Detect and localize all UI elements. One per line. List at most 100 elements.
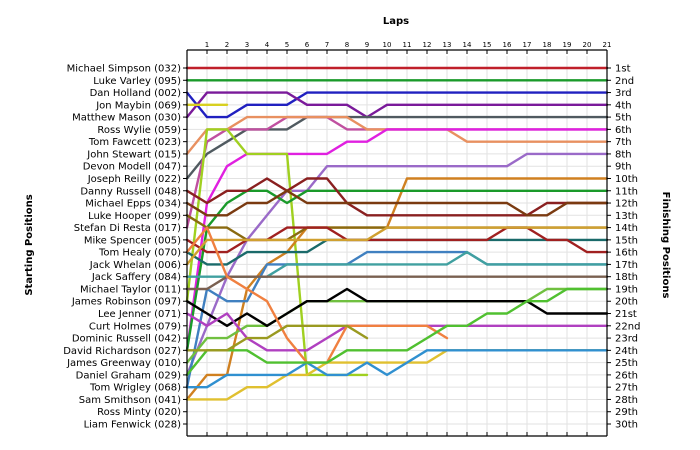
- finish-label: 17th: [615, 260, 638, 271]
- finish-label: 5th: [615, 113, 632, 124]
- driver-label: Michael Taylor (011): [80, 284, 181, 295]
- finish-label: 21st: [615, 309, 637, 320]
- finish-label: 18th: [615, 272, 638, 283]
- driver-label: Jon Maybin (069): [95, 100, 181, 111]
- driver-series-line: [185, 287, 609, 377]
- driver-label: Stefan Di Resta (017): [74, 223, 181, 234]
- lap-tick-label: 21: [603, 41, 612, 49]
- driver-series-line: [185, 287, 609, 327]
- finish-label: 13th: [615, 211, 638, 222]
- driver-label: Dan Holland (002): [90, 88, 182, 99]
- finish-label: 14th: [615, 223, 638, 234]
- finish-label: 19th: [615, 284, 638, 295]
- finish-label: 23rd: [615, 334, 638, 345]
- finish-label: 22nd: [615, 321, 640, 332]
- axes: [183, 49, 611, 437]
- lap-tick-label: 17: [523, 41, 532, 49]
- finish-label: 28th: [615, 395, 638, 406]
- driver-series-line: [185, 189, 609, 217]
- driver-label: Michael Epps (034): [85, 199, 181, 210]
- driver-series-line: [185, 324, 369, 352]
- x-axis-title: Laps: [383, 16, 409, 27]
- driver-label: Mike Spencer (005): [84, 235, 181, 246]
- lap-tick-label: 8: [345, 41, 349, 49]
- labels: 1 2 3 4 5 6 7 8 9 10 11 12 13 14 15 16 17 18 19 20 21Michael…: [63, 41, 640, 431]
- driver-series-line: [185, 250, 609, 389]
- driver-label: Luke Varley (095): [93, 76, 181, 87]
- finish-label: 8th: [615, 149, 632, 160]
- driver-series-line: [185, 226, 449, 364]
- driver-label: Michael Simpson (032): [67, 64, 182, 75]
- driver-label: James Robinson (097): [71, 297, 181, 308]
- lap-tick-label: 4: [265, 41, 270, 49]
- finish-label: 6th: [615, 125, 632, 136]
- driver-label: James Greenway (010): [66, 358, 181, 369]
- driver-series-line: [185, 189, 609, 352]
- finish-label: 1st: [615, 64, 631, 75]
- lap-tick-label: 19: [563, 41, 572, 49]
- driver-series-line: [185, 115, 609, 156]
- driver-label: Danny Russell (048): [80, 186, 181, 197]
- finish-label: 20th: [615, 297, 638, 308]
- finish-label: 7th: [615, 137, 632, 148]
- finish-label: 2nd: [615, 76, 634, 87]
- grid: [187, 56, 607, 436]
- driver-label: Ross Minty (020): [97, 407, 181, 418]
- lap-tick-label: 20: [583, 41, 592, 49]
- finish-label: 9th: [615, 162, 632, 173]
- lap-tick-label: 16: [503, 41, 512, 49]
- driver-label: Dominic Russell (042): [72, 334, 181, 345]
- driver-label: John Stewart (015): [86, 149, 181, 160]
- finish-label: 30th: [615, 420, 638, 431]
- finish-label: 27th: [615, 383, 638, 394]
- driver-label: Tom Fawcett (023): [88, 137, 181, 148]
- finish-label: 15th: [615, 235, 638, 246]
- lap-tick-label: 6: [305, 41, 310, 49]
- lap-tick-label: 5: [285, 41, 289, 49]
- lap-tick-label: 2: [225, 41, 229, 49]
- driver-series-line: [185, 115, 609, 229]
- lap-tick-label: 3: [245, 41, 249, 49]
- finish-label: 25th: [615, 358, 638, 369]
- driver-label: Luke Hooper (099): [88, 211, 181, 222]
- lap-tick-label: 1: [205, 41, 209, 49]
- driver-label: Lee Jenner (071): [98, 309, 181, 320]
- finish-label: 16th: [615, 248, 638, 259]
- lap-tick-label: 9: [365, 41, 369, 49]
- finish-label: 10th: [615, 174, 638, 185]
- finish-label: 3rd: [615, 88, 632, 99]
- driver-series-line: [185, 177, 609, 217]
- lap-tick-label: 15: [483, 41, 492, 49]
- finish-label: 24th: [615, 346, 638, 357]
- series-lines: [185, 66, 609, 401]
- lap-tick-label: 10: [383, 41, 392, 49]
- driver-label: Tom Healy (070): [98, 248, 181, 259]
- driver-label: Jack Saffery (084): [91, 272, 181, 283]
- finish-label: 11th: [615, 186, 638, 197]
- lap-tick-label: 7: [325, 41, 329, 49]
- driver-series-line: [185, 152, 609, 377]
- driver-series-line: [185, 312, 609, 352]
- right-axis-title: Finishing Positions: [660, 192, 671, 299]
- lap-tick-label: 18: [543, 41, 552, 49]
- finish-label: 12th: [615, 199, 638, 210]
- lap-tick-label: 13: [443, 41, 452, 49]
- finish-label: 4th: [615, 100, 632, 111]
- lap-tick-label: 12: [423, 41, 432, 49]
- lap-tick-label: 11: [403, 41, 412, 49]
- driver-series-line: [185, 91, 609, 119]
- driver-label: Joseph Reilly (022): [87, 174, 181, 185]
- driver-label: Sam Smithson (041): [79, 395, 181, 406]
- driver-label: Daniel Graham (029): [76, 370, 181, 381]
- driver-series-line: [185, 349, 609, 389]
- driver-series-line: [185, 91, 609, 119]
- driver-label: Ross Wylie (059): [97, 125, 181, 136]
- left-axis-title: Starting Positions: [24, 194, 35, 295]
- driver-label: Jack Whelan (006): [89, 260, 181, 271]
- driver-label: Curt Holmes (079): [89, 321, 181, 332]
- driver-label: Matthew Mason (030): [72, 113, 181, 124]
- lap-tick-label: 14: [463, 41, 472, 49]
- driver-label: Liam Fenwick (028): [84, 420, 182, 431]
- finish-label: 29th: [615, 407, 638, 418]
